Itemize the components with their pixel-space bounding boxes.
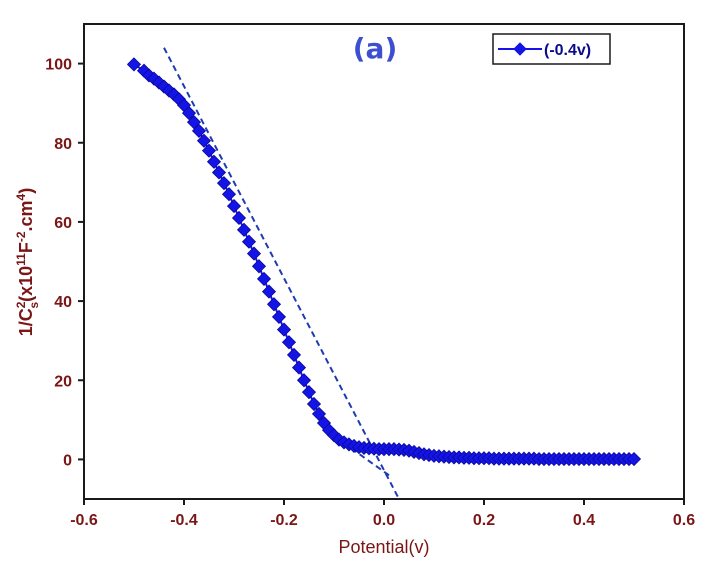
- data-point: [261, 284, 277, 299]
- x-tick-label: 0.6: [673, 512, 695, 529]
- x-tick-label: 0.4: [573, 512, 595, 529]
- data-point: [281, 335, 297, 350]
- data-point: [311, 406, 327, 421]
- data-point: [231, 210, 247, 226]
- x-axis: -0.6 -0.4 -0.2 0.0 0.2 0.4 0.6: [70, 499, 695, 529]
- data-point: [271, 309, 287, 324]
- data-point: [296, 373, 312, 388]
- y-axis-title-sup1: 2: [14, 301, 28, 308]
- data-point: [201, 143, 217, 158]
- data-point: [181, 105, 197, 121]
- y-tick-label: 100: [45, 57, 72, 74]
- fit-line: [163, 47, 400, 500]
- data-point: [626, 451, 642, 467]
- data-point: [301, 385, 317, 400]
- y-axis-title-close: ): [16, 188, 36, 194]
- series-line: [133, 63, 634, 461]
- y-tick-label: 20: [54, 373, 72, 390]
- data-point: [286, 347, 302, 362]
- data-point: [251, 259, 267, 274]
- data-point: [236, 222, 252, 237]
- data-point: [266, 297, 282, 312]
- y-tick-label: 60: [54, 215, 72, 232]
- data-point: [246, 246, 262, 261]
- data-point: [221, 187, 237, 202]
- data-point: [126, 57, 142, 72]
- x-tick-label: 0.2: [473, 512, 495, 529]
- data-point: [291, 360, 307, 375]
- y-axis-title-sub1: s: [27, 302, 41, 309]
- x-tick-label: -0.2: [270, 512, 298, 529]
- y-axis: 0 20 40 60 80 100: [45, 57, 84, 469]
- data-point: [211, 165, 227, 180]
- data-point: [326, 428, 342, 443]
- y-axis-title-tail: .cm: [16, 200, 36, 231]
- y-axis-title-sup2: 11: [14, 253, 28, 266]
- legend: (-0.4v): [492, 33, 611, 65]
- x-axis-title: Potential(v): [338, 537, 429, 557]
- data-point: [196, 133, 212, 148]
- data-point: [216, 176, 232, 191]
- panel-label: (a): [353, 32, 398, 65]
- y-tick-label: 0: [63, 452, 72, 469]
- x-tick-label: -0.6: [70, 512, 98, 529]
- y-axis-title: 1/C2s(x1011F-2.cm4): [14, 188, 41, 337]
- x-tick-label: -0.4: [170, 512, 198, 529]
- data-point: [241, 234, 257, 249]
- data-point: [276, 322, 292, 337]
- data-point: [191, 123, 207, 138]
- y-axis-title-mid: F: [16, 242, 36, 253]
- y-tick-label: 80: [54, 136, 72, 153]
- data-point: [306, 396, 322, 412]
- y-tick-label: 40: [54, 294, 72, 311]
- y-axis-title-sup3: -2: [14, 231, 28, 242]
- data-point: [226, 199, 242, 214]
- y-axis-title-main: 1/C: [16, 308, 36, 336]
- x-tick-label: 0.0: [373, 512, 395, 529]
- y-axis-title-paren: (x10: [16, 266, 36, 302]
- data-point: [256, 271, 272, 286]
- legend-label: (-0.4v): [544, 42, 591, 59]
- legend-diamond-icon: [513, 42, 527, 56]
- series-layer: [126, 57, 642, 467]
- data-point: [186, 115, 202, 130]
- data-point: [206, 154, 222, 169]
- y-axis-title-sup4: 4: [14, 193, 28, 200]
